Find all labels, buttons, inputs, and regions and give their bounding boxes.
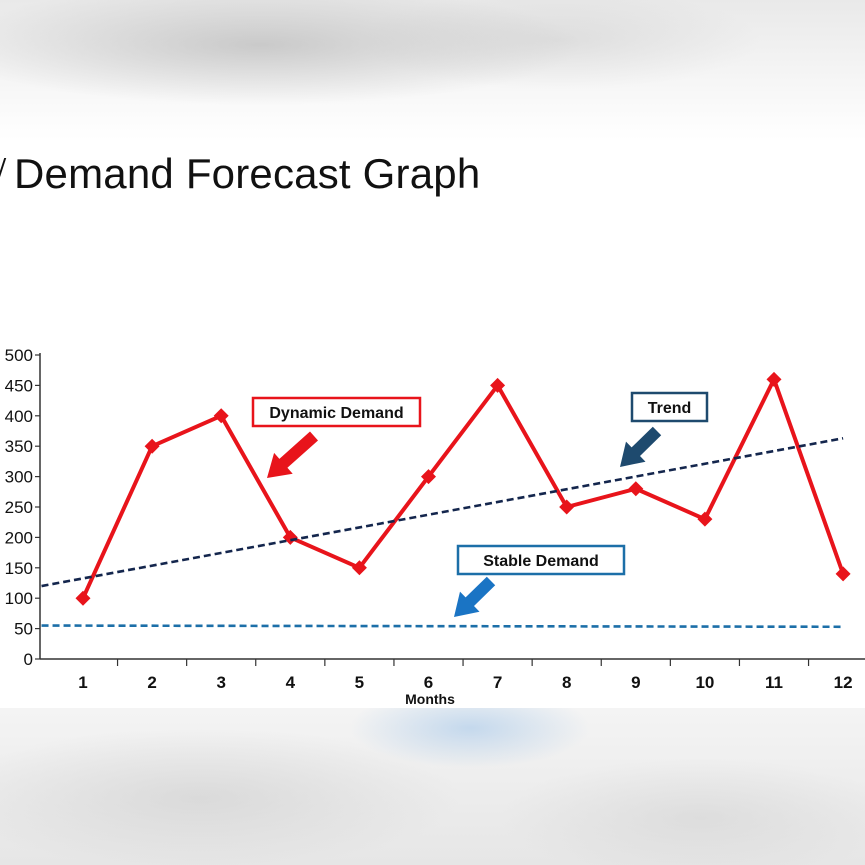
y-tick-label: 100 [5, 589, 33, 608]
stable-demand-line [41, 624, 844, 629]
y-tick-label: 500 [5, 346, 33, 365]
dynamic-demand-point [75, 590, 91, 606]
x-tick-label: 8 [562, 673, 571, 692]
x-tick-label: 12 [834, 673, 853, 692]
x-tick-label: 6 [424, 673, 433, 692]
chart-series [41, 371, 851, 629]
x-tick-label: 4 [286, 673, 296, 692]
x-tick-label: 3 [216, 673, 225, 692]
chart-callouts: Dynamic Demand Trend Stable Demand [251, 391, 709, 617]
x-tick-label: 5 [355, 673, 364, 692]
stable-demand-callout-label: Stable Demand [483, 553, 599, 570]
dynamic-demand-point [766, 371, 782, 387]
x-tick-label: 2 [147, 673, 156, 692]
background-bottom [0, 708, 865, 865]
dynamic-demand-point [490, 377, 506, 393]
dynamic-demand-callout-box [251, 396, 422, 428]
y-tick-label: 250 [5, 498, 33, 517]
stable-demand-callout-box [456, 544, 626, 576]
y-tick-label: 450 [5, 376, 33, 395]
background-top [0, 0, 865, 140]
dynamic-demand-point [213, 408, 229, 424]
dynamic-demand-point [559, 499, 575, 515]
stable-demand-callout: Stable Demand [454, 544, 626, 617]
trend-callout-box [630, 391, 709, 423]
x-axis-label: Months [405, 691, 455, 707]
dynamic-demand-callout-label: Dynamic Demand [269, 405, 403, 422]
dynamic-demand-point [282, 529, 298, 545]
stable-demand-callout-arrow-icon [454, 576, 496, 617]
dynamic-demand-line [81, 377, 845, 600]
x-tick-label: 7 [493, 673, 502, 692]
dynamic-demand-callout-arrow-icon [267, 431, 318, 478]
dynamic-demand-point [421, 469, 436, 485]
y-tick-label: 300 [5, 468, 33, 487]
y-tick-label: 150 [5, 559, 33, 578]
dynamic-demand-point [144, 438, 160, 454]
trend-callout: Trend [620, 391, 709, 467]
page-title: Demand Forecast Graph [14, 150, 481, 197]
x-tick-label: 11 [765, 673, 783, 692]
y-tick-label: 50 [14, 620, 33, 639]
y-tick-label: 400 [5, 407, 33, 426]
dynamic-demand-point [835, 566, 851, 582]
y-tick-label: 200 [5, 528, 33, 547]
x-tick-label: 1 [78, 673, 87, 692]
x-tick-label: 10 [695, 673, 714, 692]
dynamic-demand-point [351, 560, 367, 576]
y-tick-label: 0 [24, 650, 33, 669]
dynamic-demand-point [628, 481, 644, 497]
trend-callout-arrow-icon [620, 426, 662, 467]
dynamic-demand-point [697, 511, 713, 527]
dynamic-demand-callout: Dynamic Demand [251, 396, 422, 478]
x-tick-label: 9 [631, 673, 640, 692]
y-tick-label: 350 [5, 437, 33, 456]
trend-callout-label: Trend [648, 400, 692, 417]
trend-line [41, 437, 844, 588]
